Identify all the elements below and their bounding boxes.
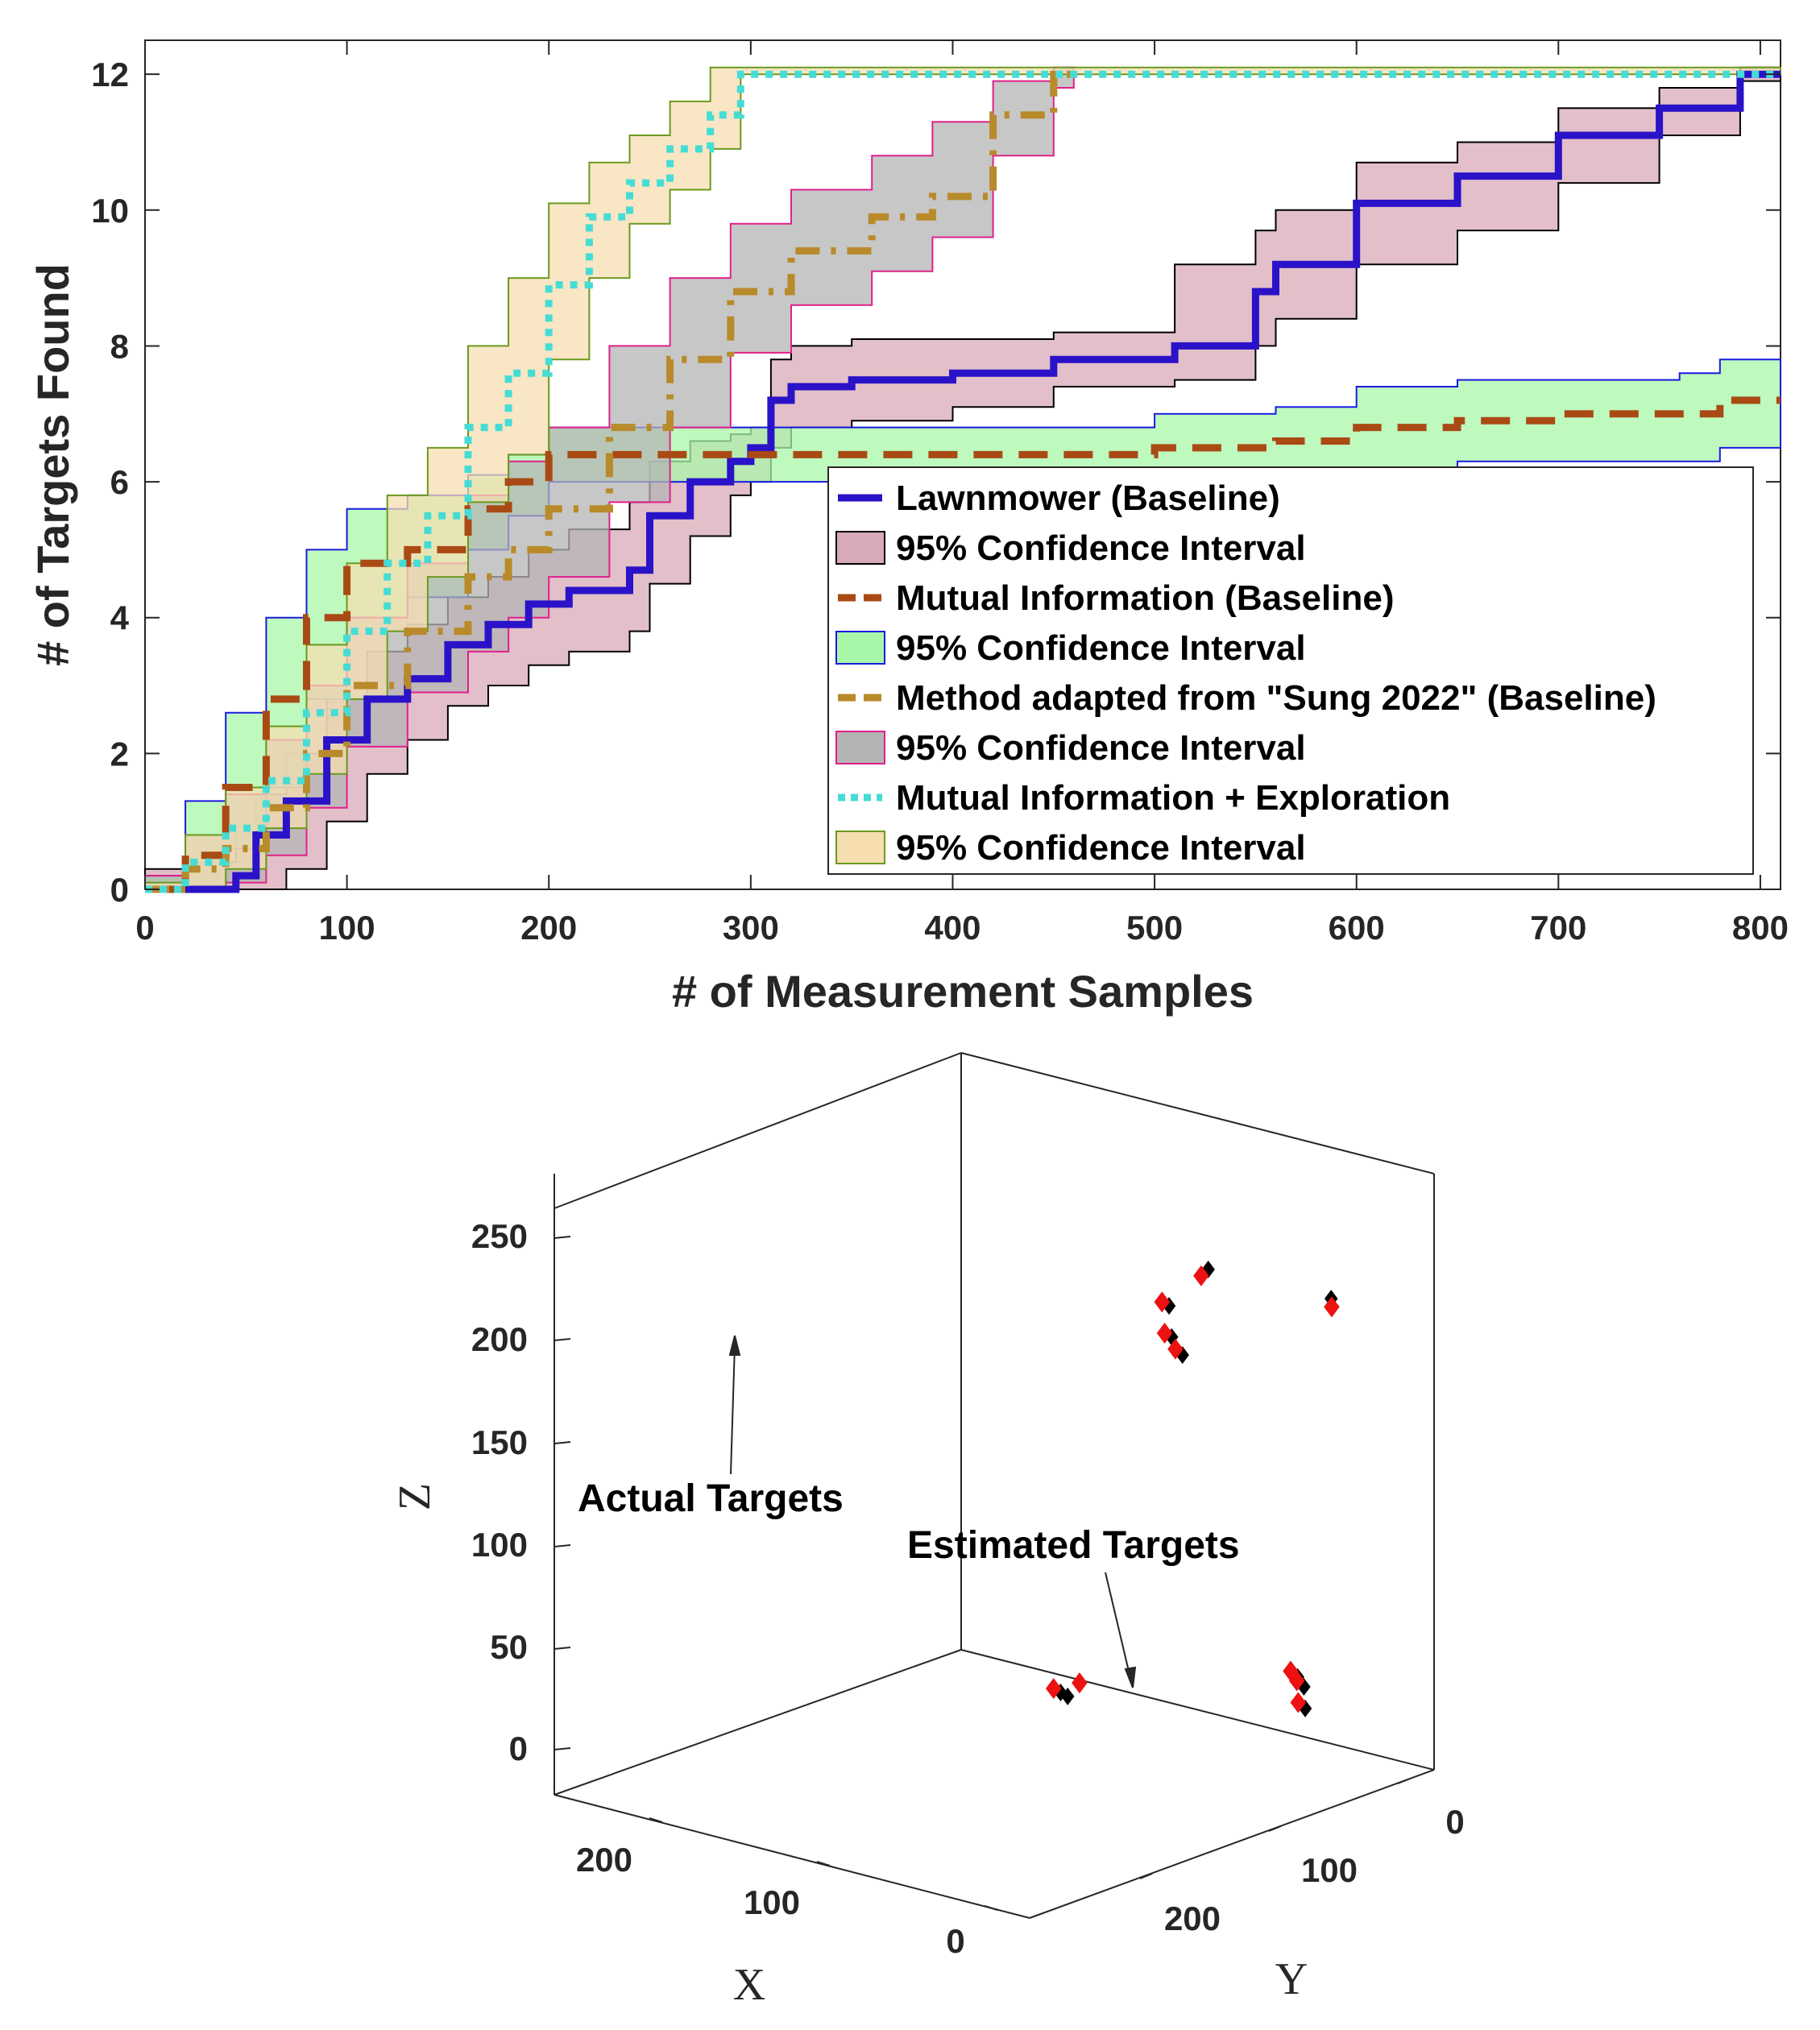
estimated-target-marker: [1193, 1265, 1209, 1286]
mi-exploration-line: [145, 70, 1781, 893]
annotation-estimated-targets: Estimated Targets: [907, 1524, 1240, 1567]
actual-target-marker: [1060, 1687, 1075, 1705]
target-markers: [1045, 1260, 1340, 1717]
x-axis-title: # of Measurement Samples: [672, 966, 1254, 1017]
y-tick-label: 8: [110, 327, 129, 365]
target-locations-3d-scatter: 0 50 100 150 200 250 0 100 200 0 100 200…: [390, 1052, 1465, 2010]
legend-entry-label: 95% Confidence Interval: [896, 528, 1306, 568]
y-tick-label: 4: [110, 599, 130, 637]
y-axis-ticks: [1139, 1778, 1411, 1879]
lawnmower-ci-legend-swatch: [835, 531, 885, 565]
legend-box: [827, 466, 1754, 875]
legend-entry-label: Mutual Information + Exploration: [896, 778, 1450, 818]
x-tick-label: 0: [946, 1922, 964, 1960]
y-axis-title: Y: [1275, 1954, 1308, 2004]
y-tick-label: 0: [110, 871, 129, 909]
legend: Lawnmower (Baseline) 95% Confidence Inter…: [827, 466, 1754, 875]
y-tick-label: 10: [91, 192, 129, 230]
y-axis-title: # of Targets Found: [27, 263, 78, 666]
estimated-target-marker: [1072, 1672, 1088, 1694]
x-axis-title: X: [733, 1960, 765, 2010]
mutual-information-ci-legend-swatch: [835, 631, 885, 665]
z-tick-label: 150: [471, 1423, 528, 1461]
y-tick-label: 12: [91, 56, 129, 93]
sung-2022-line: [145, 70, 1074, 893]
legend-entry-label: 95% Confidence Interval: [896, 728, 1306, 768]
estimated-target-marker: [1045, 1678, 1062, 1700]
x-tick-label: 0: [135, 909, 154, 947]
targets-found-line-chart: 0 100 200 300 400 500 600 700 800 0 2 4 6 8 10 12 # of…: [27, 39, 1789, 1017]
estimated-target-marker: [1156, 1322, 1173, 1344]
z-tick-label: 100: [471, 1526, 528, 1564]
mutual-information-line: [145, 396, 1781, 893]
legend-entry-label: 95% Confidence Interval: [896, 628, 1306, 668]
y-tick-label: 200: [1164, 1900, 1221, 1937]
x-tick-label: 100: [319, 909, 375, 947]
x-tick-label: 100: [744, 1883, 800, 1921]
x-tick-label: 500: [1126, 909, 1183, 947]
y-tick-label: 2: [110, 735, 129, 773]
lawnmower-line: [145, 70, 1781, 893]
x-tick-labels: 0 100 200 300 400 500 600 700 800: [135, 40, 1789, 947]
sung-2022-ci-legend-swatch: [835, 731, 885, 764]
mi-exploration-ci-legend-swatch: [835, 831, 885, 864]
x-tick-label: 800: [1732, 909, 1789, 947]
z-axis-title: Z: [390, 1483, 440, 1510]
x-tick-label: 600: [1329, 909, 1385, 947]
z-axis-ticks: [553, 1236, 571, 1750]
x-tick-label: 700: [1530, 909, 1586, 947]
series-lines: [145, 70, 1781, 893]
3d-box-edges: [553, 1052, 1435, 1919]
estimated-target-marker: [1167, 1338, 1184, 1360]
legend-entry-label: Mutual Information (Baseline): [896, 578, 1394, 618]
x-tick-label: 400: [924, 909, 980, 947]
x-tick-label: 300: [723, 909, 779, 947]
z-tick-label: 250: [471, 1217, 528, 1255]
annotation-actual-targets: Actual Targets: [578, 1477, 844, 1520]
estimated-target-marker: [1154, 1291, 1171, 1313]
estimated-target-marker: [1283, 1660, 1299, 1682]
y-tick-label: 100: [1301, 1851, 1358, 1889]
estimated-target-marker: [1324, 1296, 1340, 1318]
legend-entry-label: Lawnmower (Baseline): [896, 478, 1280, 518]
estimated-target-marker: [1290, 1692, 1307, 1713]
z-tick-label: 200: [471, 1320, 528, 1358]
legend-entry-label: 95% Confidence Interval: [896, 828, 1306, 868]
annotation-arrows: [728, 1335, 1137, 1688]
x-tick-label: 200: [520, 909, 577, 947]
y-tick-labels: 0 2 4 6 8 10 12: [91, 56, 1781, 909]
x-axis-ticks: [649, 1817, 998, 1911]
y-tick-label: 6: [110, 463, 129, 501]
z-tick-label: 0: [509, 1730, 528, 1767]
x-tick-label: 200: [576, 1841, 632, 1879]
legend-entry-label: Method adapted from "Sung 2022" (Baselin…: [896, 678, 1656, 718]
z-tick-label: 50: [490, 1628, 528, 1666]
y-tick-label: 0: [1445, 1803, 1464, 1841]
